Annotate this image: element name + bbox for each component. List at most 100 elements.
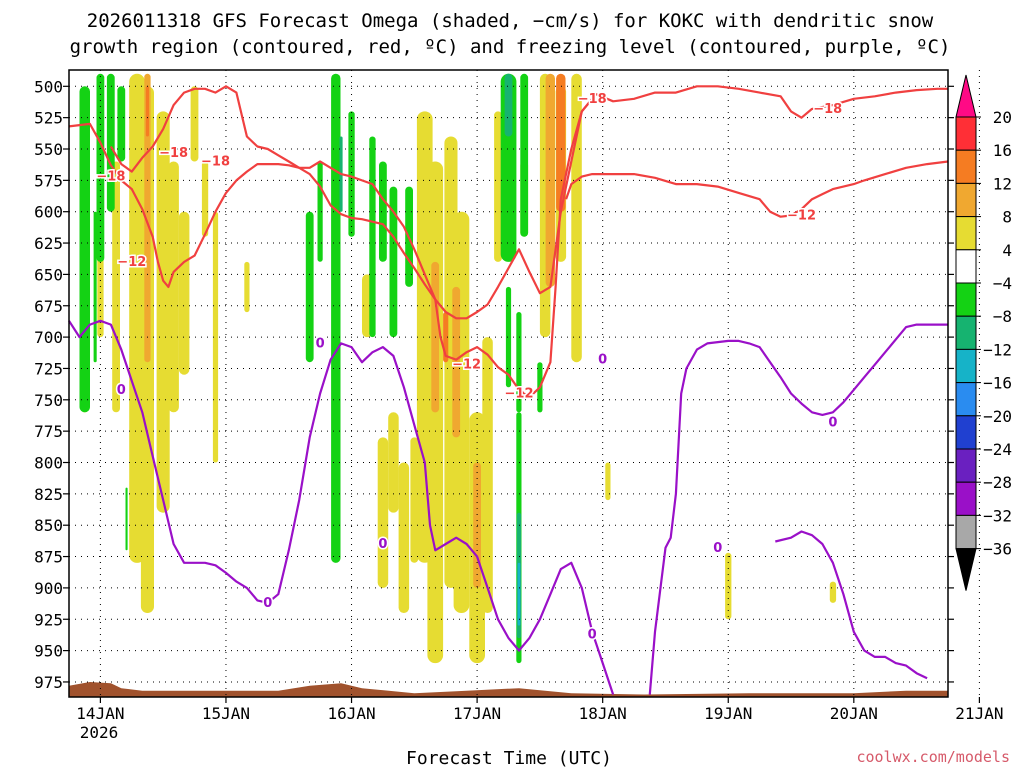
colorbar-label: −24	[983, 440, 1012, 459]
contour-label: −18	[159, 146, 188, 161]
omega-shade-descent-light	[125, 487, 128, 551]
omega-shade-ascent-mid	[452, 286, 461, 438]
contour-label: −18	[813, 102, 842, 117]
y-tick-label: 800	[34, 454, 63, 473]
colorbar-label: −32	[983, 506, 1012, 525]
omega-shade-descent-light	[379, 161, 387, 262]
colorbar-label: −28	[983, 473, 1012, 492]
x-tick-label: 16JAN	[327, 704, 375, 723]
colorbar-top-arrow	[955, 74, 977, 118]
omega-shade-descent-light	[79, 86, 90, 413]
omega-shade-descent-light	[117, 86, 126, 162]
y-tick-label: 975	[34, 673, 63, 692]
contour-label: −12	[505, 387, 534, 402]
x-tick-label: 17JAN	[453, 704, 501, 723]
colorbar-band	[955, 481, 977, 516]
contour-label: 0	[588, 627, 597, 642]
colorbar-band	[955, 514, 977, 550]
omega-shade-descent-light	[520, 73, 529, 237]
colorbar-band	[955, 116, 977, 151]
y-tick-label: 675	[34, 297, 63, 316]
colorbar-band	[955, 315, 977, 350]
omega-shade-descent-strong	[517, 562, 521, 626]
colorbar-band	[955, 382, 977, 417]
x-axis-label: Forecast Time (UTC)	[406, 748, 612, 768]
y-tick-label: 575	[34, 171, 63, 190]
omega-shade-ascent-mid	[545, 73, 555, 287]
chart-title: 2026011318 GFS Forecast Omega (shaded, −…	[70, 10, 951, 58]
y-tick-label: 600	[34, 203, 63, 222]
colorbar-label: −12	[983, 340, 1012, 359]
omega-shade-ascent-light	[482, 337, 493, 613]
omega-shade-ascent-light	[212, 211, 219, 463]
y-tick-label: 725	[34, 359, 63, 378]
colorbar-band	[955, 282, 977, 317]
omega-shade-ascent-light	[112, 161, 120, 413]
omega-shade-ascent-light	[377, 437, 389, 588]
omega-shade-ascent-light	[244, 261, 250, 313]
contour-label: 0	[598, 353, 607, 368]
x-tick-label: 14JAN	[76, 704, 124, 723]
contour-label: −12	[452, 358, 481, 373]
colorbar-label: 12	[993, 174, 1012, 193]
y-tick-label: 525	[34, 109, 63, 128]
omega-shade-ascent-light	[178, 211, 190, 375]
omega-shade-descent-light	[305, 211, 314, 363]
contour-label: 0	[316, 336, 325, 351]
y-tick-label: 500	[34, 77, 63, 96]
contour-label: 0	[713, 541, 722, 556]
y-tick-label: 650	[34, 265, 63, 284]
omega-shade-descent-light	[93, 211, 97, 363]
contour-label: 0	[828, 415, 837, 430]
colorbar-label: 20	[993, 108, 1012, 127]
omega-shade-descent-light	[505, 286, 512, 388]
y-tick-label: 925	[34, 610, 63, 629]
colorbar-bottom-arrow	[955, 548, 977, 591]
contour-label: 0	[263, 596, 272, 611]
omega-shade-descent-light	[348, 111, 355, 237]
omega-shade-descent-light	[389, 186, 398, 338]
dendritic-growth-contour	[565, 160, 949, 218]
omega-shade-ascent-light	[168, 161, 179, 413]
y-tick-label: 625	[34, 234, 63, 253]
omega-shade-descent-light	[96, 73, 105, 262]
plot-frame	[68, 69, 949, 698]
x-axis: 2026 14JAN 15JAN 16JAN 17JAN 18JAN 19JAN 20JAN…	[76, 697, 1003, 742]
colorbar: 20 16 12 8 4 −4 −8 −12 −16 −20 −24 −28 −32 −36	[955, 74, 1012, 591]
contour-label: 0	[378, 537, 387, 552]
colorbar-band	[955, 415, 977, 450]
omega-shade-ascent-light	[201, 161, 209, 237]
y-tick-label: 950	[34, 642, 63, 661]
dendritic-growth-contour	[591, 85, 948, 119]
contour-lines	[68, 85, 949, 695]
contour-label: 0	[117, 383, 126, 398]
colorbar-band	[955, 216, 977, 251]
omega-shading	[79, 73, 837, 664]
colorbar-label: −16	[983, 374, 1012, 393]
omega-shade-ascent-light	[410, 437, 419, 563]
y-tick-label: 775	[34, 422, 63, 441]
y-axis: 500 525 550 575 600 625 650 675 700 725 750 775 800 8…	[34, 77, 954, 692]
x-tick-label: 21JAN	[955, 704, 1003, 723]
contour-label: −18	[201, 155, 230, 170]
credit-label: coolwx.com/models	[856, 748, 1010, 766]
colorbar-band	[955, 182, 977, 218]
terrain-layer	[69, 682, 948, 697]
freezing-level-contour	[648, 323, 948, 695]
omega-shade-ascent-mid	[144, 73, 151, 363]
omega-shade-ascent-light	[190, 86, 199, 162]
omega-shade-ascent-light	[494, 111, 502, 262]
colorbar-band	[955, 448, 977, 483]
contour-label: −18	[578, 92, 607, 107]
omega-shade-ascent-strong	[556, 73, 566, 212]
contour-label: −18	[96, 170, 125, 185]
contour-label: −12	[787, 209, 816, 224]
y-tick-label: 875	[34, 548, 63, 567]
colorbar-label: 16	[993, 141, 1012, 160]
title-line-2: growth region (contoured, red, ºC) and f…	[70, 36, 951, 58]
y-tick-label: 750	[34, 391, 63, 410]
contour-labels: −18 −18 −18 −18 −18 −12 −12 −12 −12 0 0 0 0 0 0 0 0	[95, 90, 844, 643]
colorbar-band	[955, 348, 977, 384]
plot-area: −18 −18 −18 −18 −18 −12 −12 −12 −12 0 0 0 0 0 0 0 0	[68, 69, 980, 698]
